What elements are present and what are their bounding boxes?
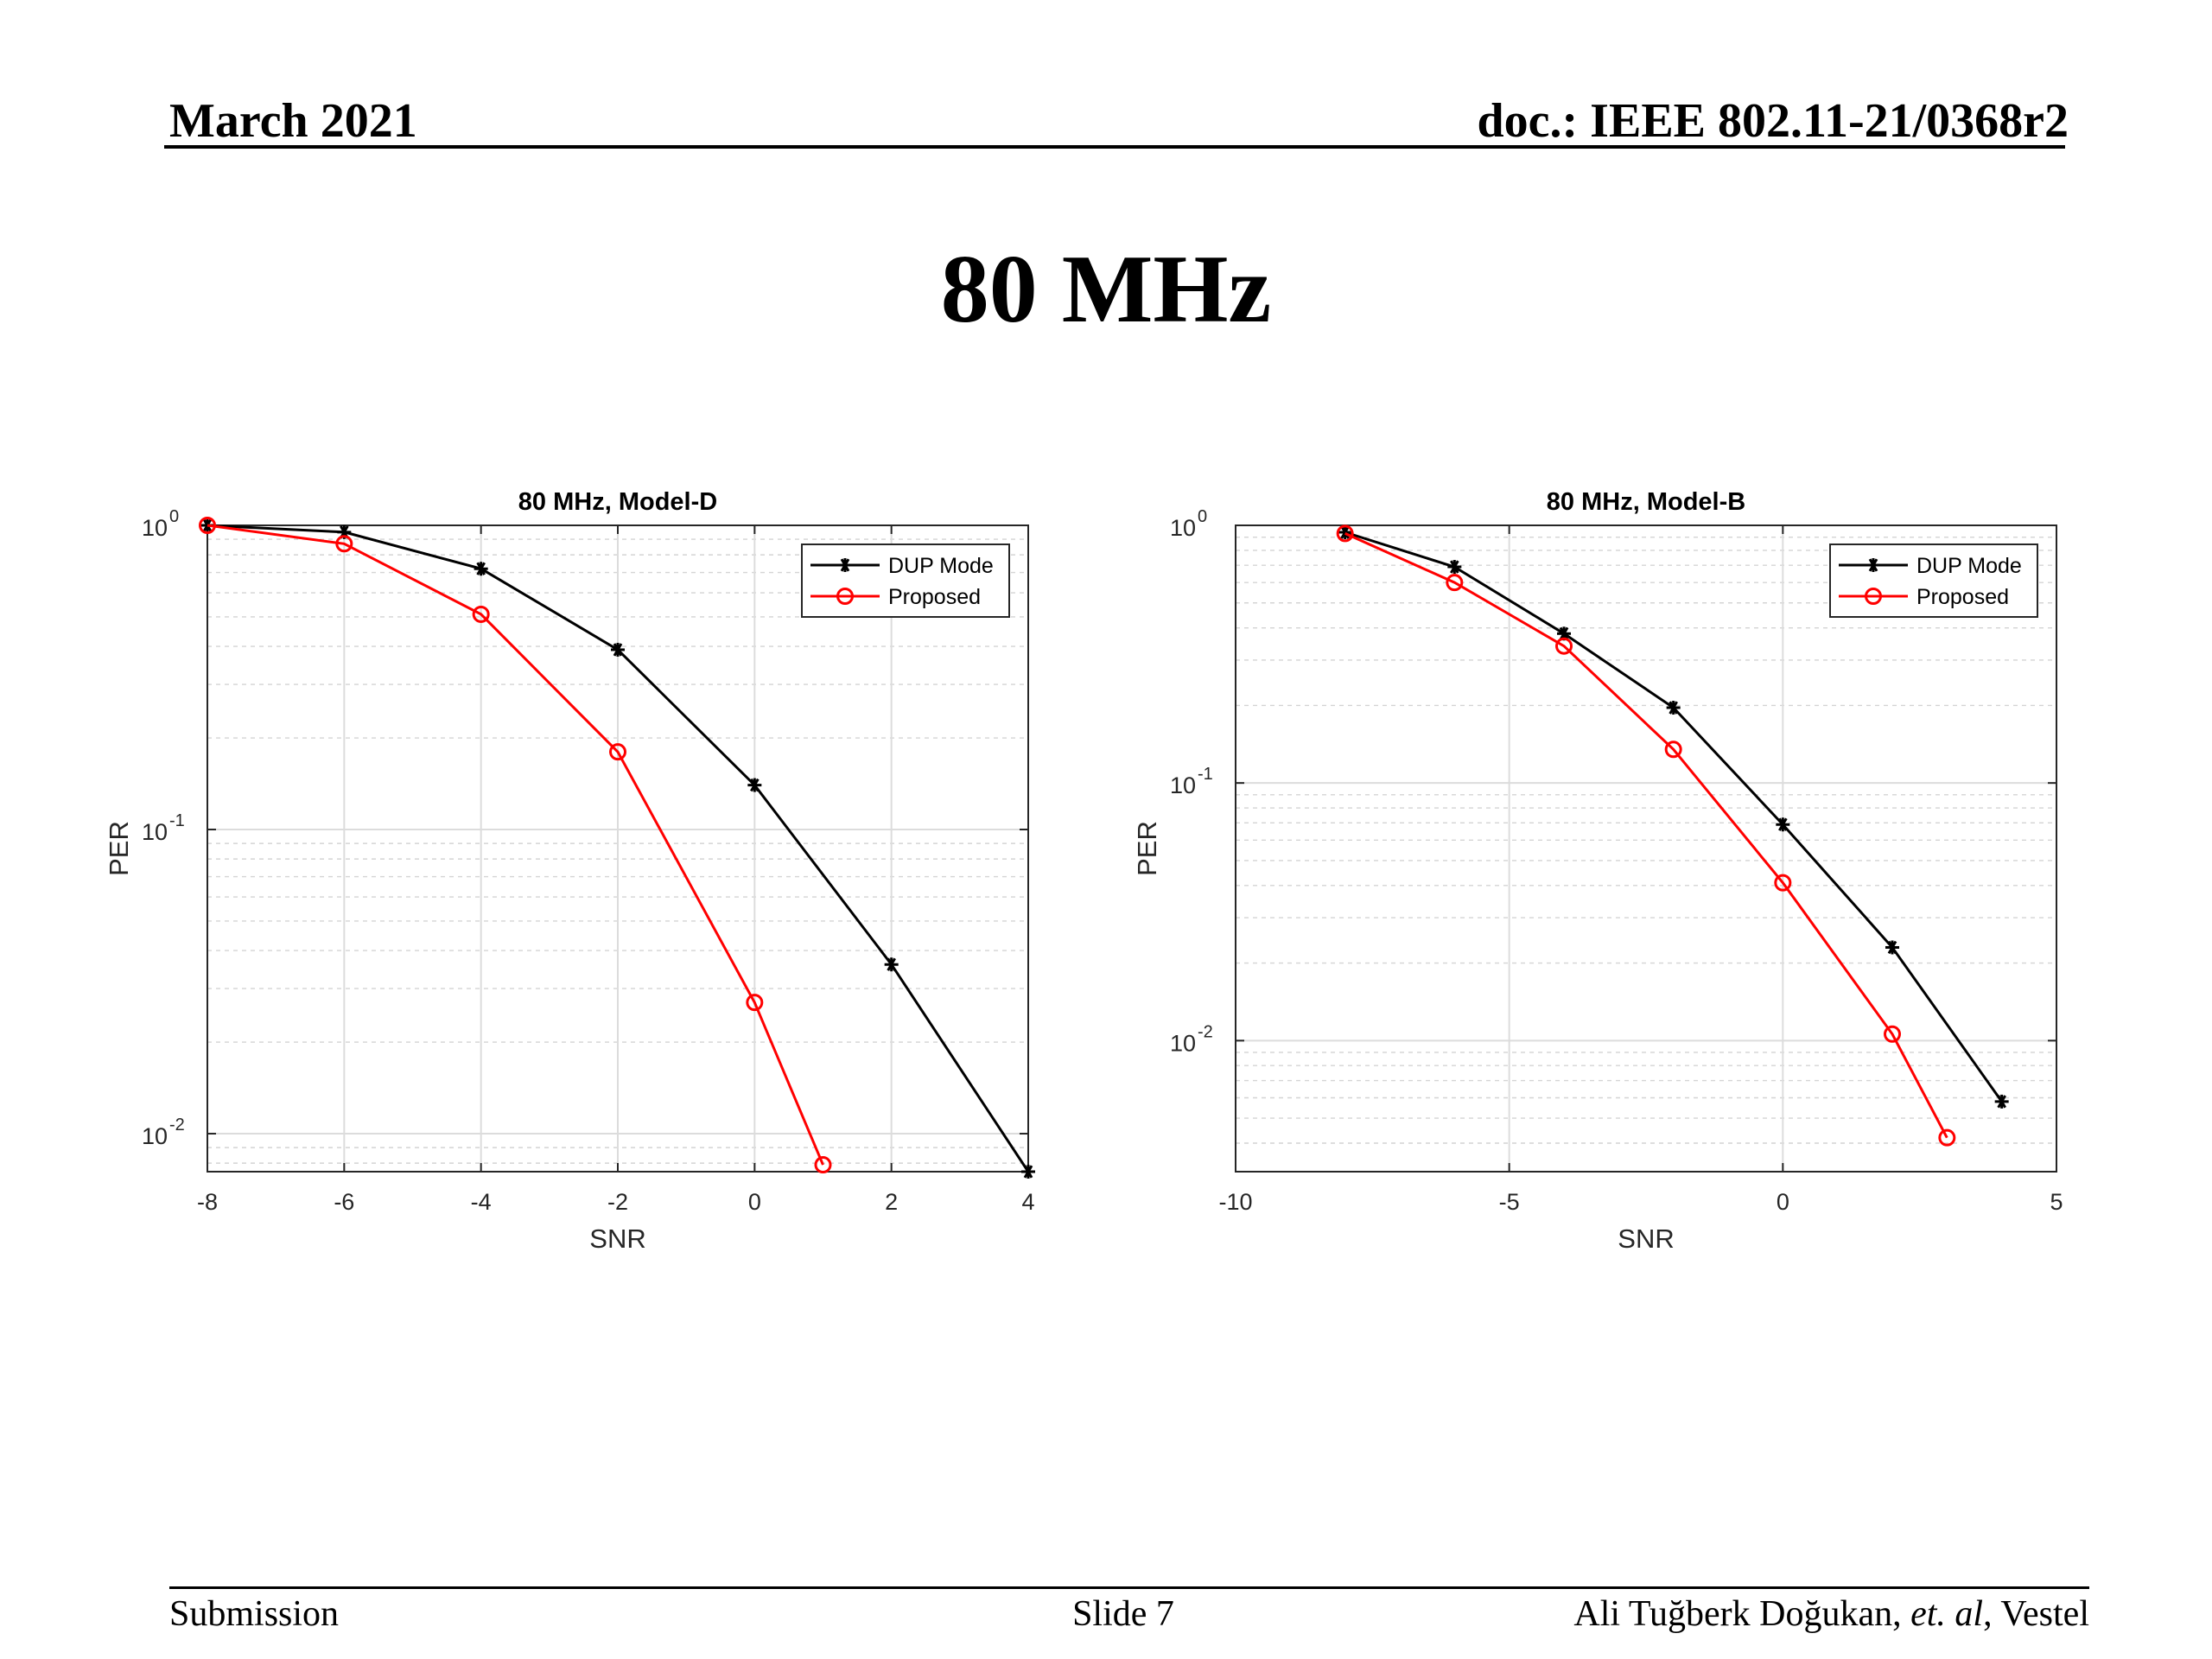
- x-ticks: -10 -5 0 5: [1218, 525, 2063, 1215]
- y-tick-exponent: 0: [1198, 507, 1207, 526]
- data-point: [1666, 701, 1681, 715]
- data-point: [609, 743, 626, 761]
- data-point: [1338, 525, 1352, 540]
- data-point: [884, 957, 899, 972]
- data-point: [1776, 817, 1790, 832]
- x-tick-label: 0: [1777, 1189, 1789, 1215]
- data-point: [814, 1156, 832, 1174]
- chart-title: 80 MHz, Model-D: [518, 488, 717, 516]
- data-point: [1938, 1128, 1956, 1147]
- series-proposed: [199, 517, 832, 1174]
- chart-title: 80 MHz, Model-B: [1547, 488, 1745, 516]
- legend: DUP Mode Proposed: [1829, 543, 2038, 618]
- legend-box: [801, 543, 1010, 618]
- minor-grid: [1236, 536, 2056, 1144]
- data-point: [836, 588, 854, 605]
- x-tick-label: 0: [748, 1189, 761, 1215]
- series-proposed: [1336, 524, 1956, 1147]
- y-tick-label: 10: [1170, 515, 1196, 541]
- chart-model-b: -10 -5 0 5 10 0 10 -1 10 -2 80 MHz, Model-B SNR PER D…: [1123, 467, 2074, 1262]
- x-tick-label: -5: [1499, 1189, 1520, 1215]
- data-point: [611, 642, 625, 657]
- y-axis-label: PER: [1132, 821, 1162, 876]
- data-point: [747, 778, 762, 792]
- series-line: [1344, 532, 1948, 1139]
- data-point: [746, 994, 764, 1012]
- data-point: [472, 605, 490, 623]
- data-point: [335, 535, 353, 553]
- footer-authors-name: Ali Tuğberk Doğukan,: [1573, 1594, 1911, 1634]
- footer-authors-etal: et. al: [1910, 1594, 1984, 1634]
- y-tick-exponent: -2: [169, 1116, 185, 1135]
- legend-label: DUP Mode: [1916, 554, 2022, 578]
- x-tick-label: 4: [1021, 1189, 1034, 1215]
- x-tick-label: 5: [2050, 1189, 2063, 1215]
- header-doc-id: doc.: IEEE 802.11-21/0368r2: [1477, 94, 2069, 148]
- data-point: [474, 562, 488, 576]
- x-axis-label: SNR: [1618, 1224, 1674, 1254]
- y-axis-label: PER: [104, 821, 134, 876]
- data-point: [1885, 940, 1899, 955]
- legend-label: Proposed: [1916, 585, 2009, 609]
- y-tick-label: 10: [142, 1123, 168, 1149]
- x-tick-label: -8: [197, 1189, 218, 1215]
- data-point: [1021, 1165, 1035, 1179]
- x-tick-label: -2: [607, 1189, 628, 1215]
- data-point: [1664, 741, 1682, 759]
- plot-area: [1236, 525, 2056, 1172]
- header-rule: [164, 145, 2065, 149]
- y-tick-label: 10: [1170, 1030, 1196, 1056]
- y-tick-exponent: 0: [169, 507, 179, 526]
- series-line: [207, 524, 824, 1166]
- series-dup-mode: [200, 518, 1035, 1179]
- x-tick-label: -10: [1218, 1189, 1252, 1215]
- legend-label: DUP Mode: [888, 554, 994, 578]
- data-point: [1555, 637, 1573, 655]
- data-point: [1336, 524, 1354, 543]
- y-tick-exponent: -1: [169, 811, 185, 830]
- data-point: [1866, 558, 1880, 572]
- x-ticks: -8 -6 -4 -2 0 2 4: [197, 525, 1035, 1215]
- y-tick-label: 10: [1170, 772, 1196, 798]
- footer-authors-org: , Vestel: [1983, 1594, 2089, 1634]
- footer-authors: Ali Tuğberk Doğukan, et. al, Vestel: [1573, 1592, 2089, 1637]
- footer-slide-number: Slide 7: [1072, 1594, 1174, 1634]
- data-point: [1447, 560, 1462, 575]
- x-tick-label: -6: [334, 1189, 354, 1215]
- footer-submission: Submission: [169, 1594, 340, 1634]
- x-tick-label: -4: [471, 1189, 492, 1215]
- y-tick-label: 10: [142, 515, 168, 541]
- y-tick-exponent: -2: [1198, 1022, 1213, 1041]
- legend-box: [1829, 543, 2038, 618]
- data-point: [199, 517, 216, 534]
- data-point: [1865, 588, 1882, 605]
- y-tick-label: 10: [142, 819, 168, 845]
- axes-box: [1235, 524, 2057, 1173]
- header-date: March 2021: [169, 94, 417, 148]
- legend: DUP Mode Proposed: [801, 543, 1010, 618]
- data-point: [1994, 1094, 2009, 1109]
- data-point: [838, 558, 852, 572]
- footer-rule: [169, 1586, 2089, 1589]
- x-tick-label: 2: [885, 1189, 898, 1215]
- chart-model-d: -8 -6 -4 -2 0 2 4 10 0 10 -1 10 -2 80 MHz, Model-D SNR…: [95, 467, 1046, 1262]
- y-tick-exponent: -1: [1198, 765, 1213, 784]
- data-point: [1884, 1025, 1901, 1043]
- legend-label: Proposed: [888, 585, 981, 609]
- data-point: [1774, 874, 1792, 892]
- data-point: [1446, 574, 1464, 592]
- slide-title: 80 MHz: [940, 236, 1272, 343]
- x-axis-label: SNR: [589, 1224, 645, 1254]
